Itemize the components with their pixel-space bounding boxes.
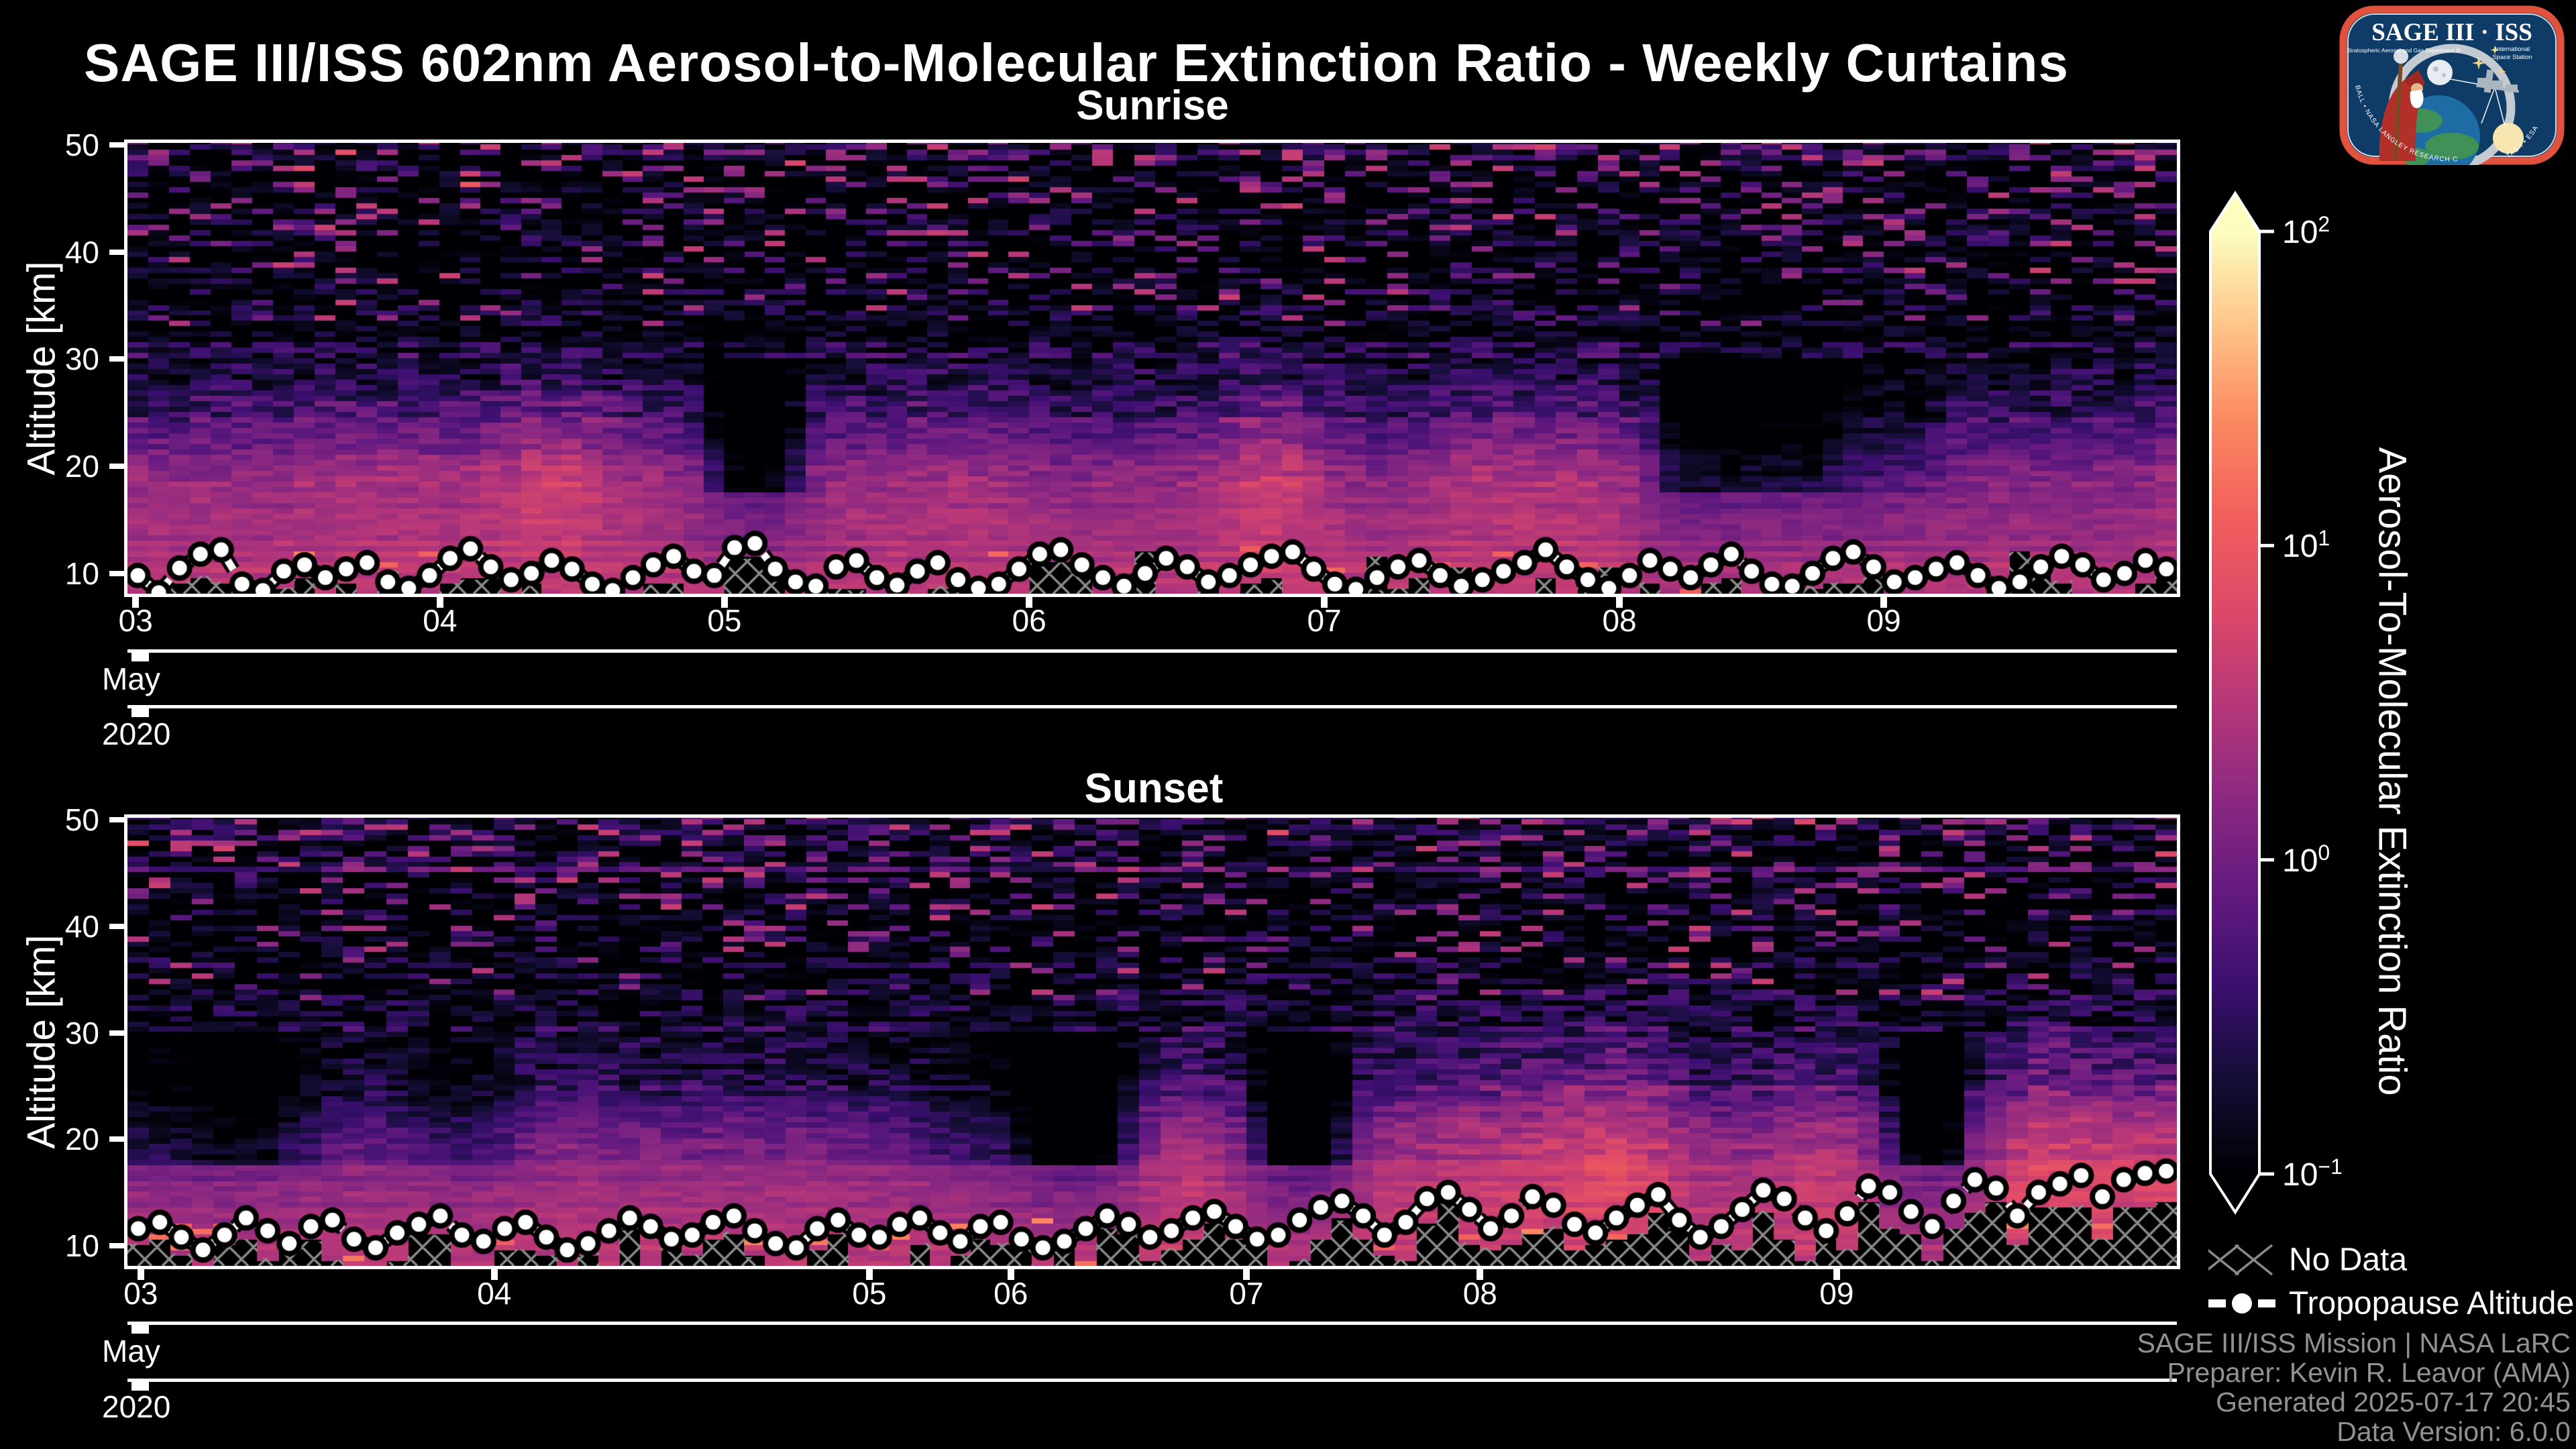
sage-iii-iss-mission-patch: SAGE III · ISS Stratospheric Aerosol and… [2339, 5, 2565, 165]
x-tick [436, 597, 443, 608]
moon-icon [2427, 60, 2453, 85]
wizard-icon [2379, 49, 2425, 161]
x-tick [137, 1269, 144, 1280]
x-tick-label: 07 [1307, 603, 1342, 638]
colorbar-tick-label: 102 [2282, 212, 2330, 250]
colorbar-tick [2259, 543, 2274, 547]
x-tick-label: 09 [1819, 1276, 1854, 1311]
month-axis-line [127, 1322, 2177, 1325]
y-tick-label: 10 [64, 555, 99, 591]
year-axis-tick [131, 708, 149, 717]
y-tick-label: 10 [64, 1228, 99, 1263]
x-tick-label: 05 [707, 603, 742, 638]
x-tick-label: 04 [423, 603, 458, 638]
y-tick-label: 40 [64, 234, 99, 270]
colorbar-axis-label: Aerosol-To-Molecular Extinction Ratio [2370, 447, 2414, 1096]
x-tick [1477, 1269, 1484, 1280]
sunrise-heatmap-canvas [127, 143, 2177, 594]
y-tick-label: 30 [64, 341, 99, 377]
x-tick-label: 08 [1602, 603, 1637, 638]
legend-tropopause-label: Tropopause Altitude [2289, 1285, 2575, 1322]
x-tick-label: 05 [852, 1276, 887, 1311]
y-tick [109, 923, 125, 929]
x-tick-label: 03 [123, 1276, 158, 1311]
x-tick-label: 04 [477, 1276, 512, 1311]
month-axis-label: May [102, 661, 160, 696]
colorbar-tick [2259, 858, 2274, 862]
x-tick-label: 06 [994, 1276, 1028, 1311]
stars-icon [2472, 46, 2506, 76]
y-tick [109, 142, 125, 148]
x-tick [132, 597, 140, 608]
tropopause-line-swatch [2208, 1293, 2275, 1313]
footer-line: Data Version: 6.0.0 [2337, 1416, 2571, 1447]
month-axis-line [127, 649, 2177, 653]
panel-title-sunset: Sunset [1084, 765, 1224, 812]
x-tick [1833, 1269, 1840, 1280]
footer-line: Preparer: Kevin R. Leavor (AMA) [2167, 1357, 2571, 1388]
x-tick-label: 07 [1229, 1276, 1264, 1311]
sunset-heatmap-canvas [127, 818, 2177, 1266]
colorbar-tick [2259, 1172, 2274, 1176]
logo-subtitle-right-1: International [2495, 46, 2530, 53]
y-tick [109, 1136, 125, 1142]
panel-title-sunrise: Sunrise [1076, 83, 1229, 129]
x-tick-label: 06 [1012, 603, 1046, 638]
logo-subtitle-right-2: Space Station [2492, 54, 2532, 61]
y-tick [109, 817, 125, 823]
iss-icon [2476, 69, 2519, 93]
y-tick-label: 20 [64, 449, 99, 484]
footer-line: Generated 2025-07-17 20:45 [2216, 1387, 2571, 1417]
x-tick [1880, 597, 1888, 608]
page-title: SAGE III/ISS 602nm Aerosol-to-Molecular … [84, 33, 2070, 93]
logo-subtitle-left: Stratospheric Aerosol and Gas Experiment… [2347, 47, 2461, 54]
colorbar [2209, 191, 2274, 1215]
x-tick [865, 1269, 873, 1280]
footer-line: SAGE III/ISS Mission | NASA LaRC [2137, 1328, 2571, 1358]
y-tick-label: 40 [64, 908, 99, 944]
x-tick-label: 09 [1866, 603, 1901, 638]
colorbar-bar [2209, 191, 2261, 1215]
month-axis-label: May [102, 1334, 160, 1368]
x-tick [1243, 1269, 1250, 1280]
legend-no-data-label: No Data [2289, 1242, 2408, 1278]
x-tick [720, 597, 728, 608]
year-axis-line [127, 1379, 2177, 1382]
colorbar-tick-label: 100 [2282, 840, 2330, 879]
year-axis-label: 2020 [102, 716, 171, 751]
moon-crater [2433, 66, 2438, 72]
x-tick [490, 1269, 498, 1280]
y-tick-label: 50 [64, 802, 99, 838]
year-axis-tick [131, 1382, 149, 1391]
x-tick [1026, 597, 1033, 608]
x-tick [1616, 597, 1623, 608]
y-tick [109, 249, 125, 255]
x-tick [1321, 597, 1328, 608]
footer-credits: SAGE III/ISS Mission | NASA LaRC Prepare… [2137, 1328, 2571, 1446]
y-tick [109, 1030, 125, 1036]
month-axis-tick [131, 1325, 149, 1334]
y-tick [109, 356, 125, 362]
x-tick-label: 03 [118, 603, 153, 638]
y-tick [109, 464, 125, 470]
y-tick [109, 570, 125, 576]
colorbar-tick [2259, 229, 2274, 233]
colorbar-tick-label: 10−1 [2282, 1155, 2343, 1193]
moon-crater [2442, 73, 2446, 77]
year-axis-label: 2020 [102, 1389, 171, 1424]
logo-title: SAGE III · ISS [2371, 19, 2532, 46]
x-tick-label: 08 [1462, 1276, 1497, 1311]
colorbar-ticks [2259, 229, 2274, 1176]
y-tick-label: 30 [64, 1015, 99, 1051]
colorbar-tick-label: 101 [2282, 526, 2330, 565]
x-tick [1007, 1269, 1014, 1280]
month-axis-tick [131, 653, 149, 661]
year-axis-line [127, 705, 2177, 708]
y-tick-label: 20 [64, 1122, 99, 1157]
sun-icon [2493, 123, 2524, 154]
y-tick [109, 1242, 125, 1248]
no-data-hatch-swatch [2208, 1241, 2275, 1279]
y-tick-label: 50 [64, 127, 99, 163]
